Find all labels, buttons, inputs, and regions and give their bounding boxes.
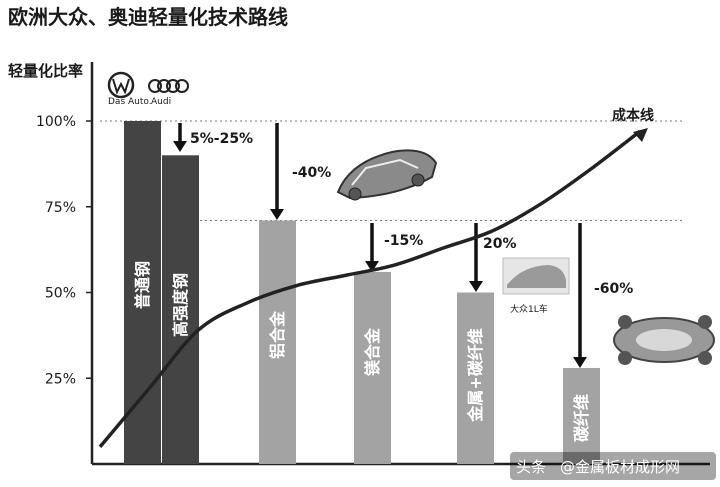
reduction-arrowhead: [173, 141, 187, 152]
reduction-arrowhead: [469, 281, 483, 292]
watermark: 头条 @金属板材成形网: [510, 452, 716, 480]
bar-label-6: 碳纤维: [572, 394, 591, 442]
audi-wordmark: Audi: [151, 97, 171, 107]
reduction-label: -60%: [594, 281, 633, 297]
vw-1l-car-caption: 大众1L车: [510, 303, 548, 315]
bar-4: [354, 271, 391, 464]
bar-label-5: 金属+碳纤维: [466, 328, 485, 422]
bar-label-4: 镁合金: [363, 327, 382, 376]
bar-label-2: 高强度钢: [171, 273, 190, 337]
y-tick-label: 25%: [45, 371, 76, 387]
bars: [124, 121, 600, 465]
y-tick-label: 75%: [45, 200, 76, 216]
reduction-label: 5%-25%: [190, 131, 253, 147]
audi-logo: Audi: [148, 79, 189, 107]
reduction-arrowhead: [270, 209, 284, 220]
vw-1l-car-photo: 大众1L车: [502, 257, 570, 315]
carbon-chassis-illustration: [613, 315, 715, 365]
watermark-prefix: 头条: [516, 458, 546, 476]
volkswagen-logo: Das Auto.: [107, 71, 152, 107]
bar-6: [563, 367, 600, 464]
bar-2: [162, 155, 199, 465]
y-axis-label: 轻量化比率: [8, 62, 83, 80]
chart-title: 欧洲大众、奥迪轻量化技术路线: [8, 5, 288, 29]
cost-curve-arrowhead: [633, 128, 648, 142]
reduction-label: -40%: [292, 165, 331, 181]
y-tick-label: 100%: [36, 114, 76, 130]
reduction-arrowhead: [365, 261, 379, 272]
reduction-label: -15%: [384, 233, 423, 249]
volkswagen-slogan: Das Auto.: [108, 97, 152, 107]
car-body-illustration: [336, 149, 438, 201]
bar-1: [124, 121, 161, 464]
bar-label-3: 铝合金: [268, 310, 287, 359]
reduction-label: 20%: [483, 236, 517, 252]
bar-labels: 普通钢 高强度钢铝合金 镁合金 金属+碳纤维碳纤维: [133, 261, 591, 442]
reduction-arrows: 5%-25% -40% -15% 20% -60%: [173, 123, 633, 368]
bar-3: [259, 220, 296, 464]
y-tick-label: 50%: [45, 286, 76, 302]
bar-label-1: 普通钢: [133, 261, 152, 309]
bar-5: [457, 292, 494, 464]
y-ticks: 25% 50% 75% 100%: [36, 114, 92, 387]
reduction-arrowhead: [573, 357, 587, 368]
watermark-text: @金属板材成形网: [560, 458, 680, 476]
cost-curve-label: 成本线: [612, 107, 654, 124]
cost-curve: [98, 129, 642, 448]
